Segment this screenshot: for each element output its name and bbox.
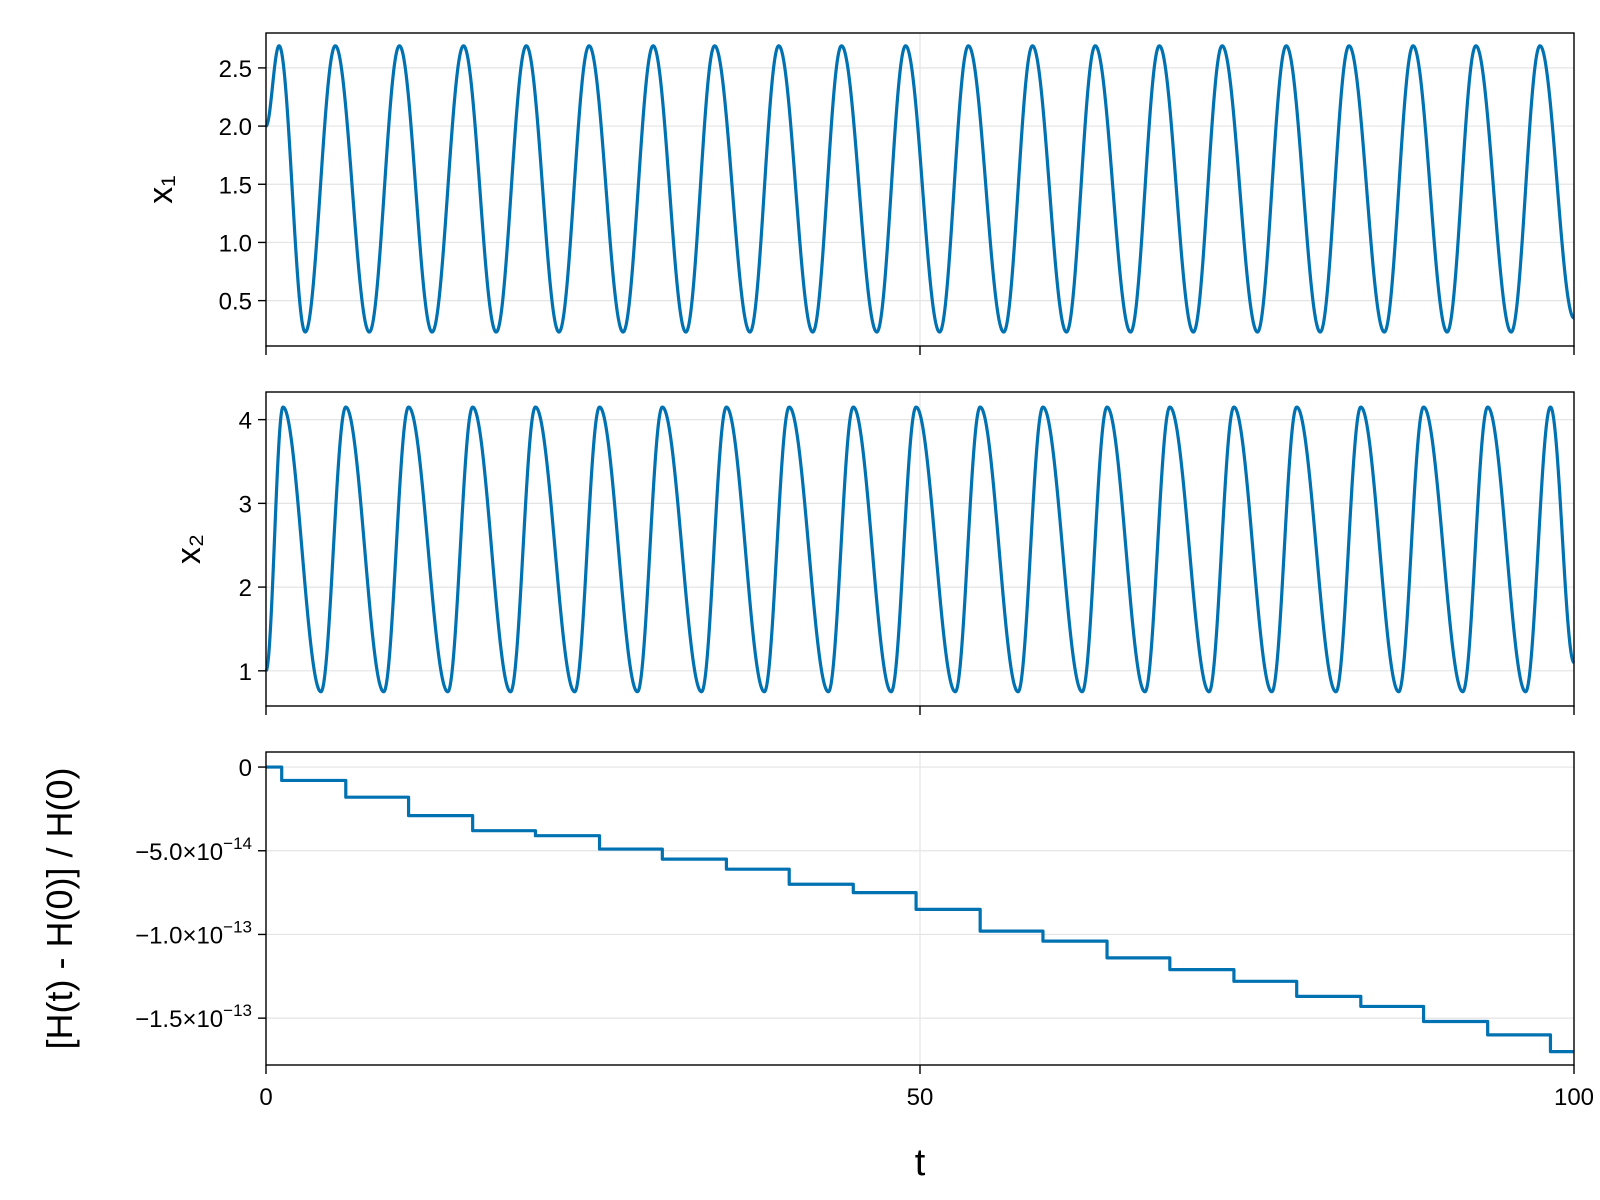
y-tick-label-0: 0 (239, 755, 252, 782)
y-tick-label-2: 1.5 (219, 172, 252, 199)
series-line-1 (264, 44, 1576, 334)
panel-3: 0 −5.0×10−14 −1.0×10−13 −1.5×10−13 0 50 100 [H(… (39, 751, 1594, 1184)
panel-2: 1 2 3 4 x₂ (170, 391, 1576, 715)
y-tick-label-0: 1 (239, 659, 252, 686)
y-tick-label-2: −1.0×10−13 (135, 917, 252, 949)
y-tick-label-1: −5.0×10−14 (135, 834, 252, 866)
x-axis-label: t (915, 1142, 926, 1184)
series-line-3 (266, 765, 1574, 1054)
y-tick-label-2: 3 (239, 491, 252, 518)
panel-1: 0.5 1.0 1.5 2.0 2.5 x₁ (142, 32, 1576, 355)
y-tick-label-0: 0.5 (219, 289, 252, 316)
x-tick-label-0: 0 (259, 1084, 272, 1111)
y-axis-label-2: x₂ (170, 534, 208, 564)
y-axis-label-3: [H(t) - H(0)] / H(0) (39, 768, 80, 1050)
y-axis-label-1: x₁ (142, 175, 180, 203)
series-line-2 (264, 405, 1576, 694)
x-tick-label-1: 50 (907, 1084, 934, 1111)
x-tick-label-2: 100 (1554, 1084, 1594, 1111)
y-tick-label-1: 1.0 (219, 230, 252, 257)
y-tick-label-1: 2 (239, 575, 252, 602)
y-tick-label-4: 2.5 (219, 56, 252, 83)
y-tick-label-3: 2.0 (219, 114, 252, 141)
y-tick-label-3: −1.5×10−13 (135, 1001, 252, 1033)
y-tick-label-3: 4 (239, 408, 252, 435)
